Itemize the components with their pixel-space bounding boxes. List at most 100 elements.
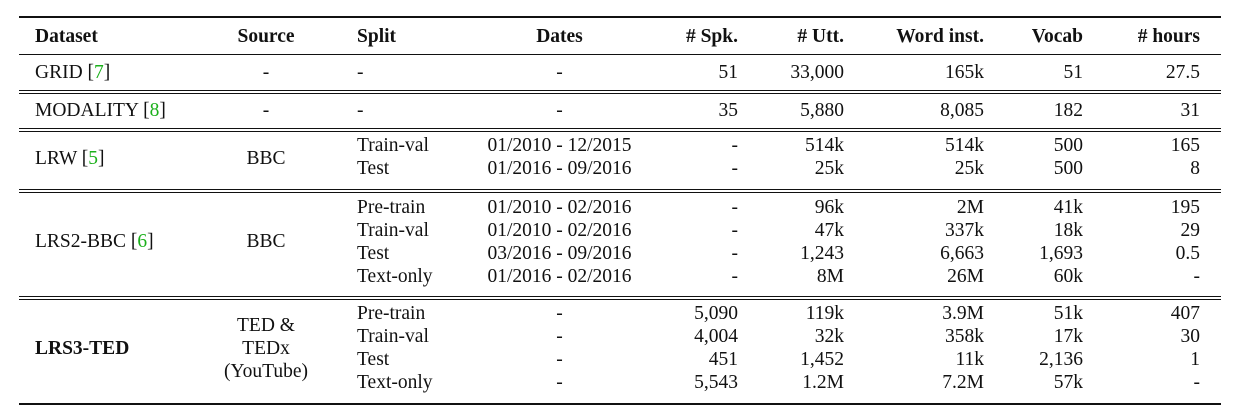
- hours-cell: 8: [1190, 158, 1200, 179]
- header-dataset: Dataset: [35, 26, 98, 47]
- spk-cell: 5,090: [694, 303, 738, 324]
- spk-cell: -: [731, 158, 739, 179]
- source-line: TED &: [237, 315, 295, 336]
- word-inst-cell: 358k: [945, 326, 984, 347]
- citation-link[interactable]: 7: [94, 62, 104, 83]
- dates-cell: -: [556, 349, 563, 370]
- word-inst-cell: 8,085: [940, 100, 984, 121]
- word-inst-cell: 6,663: [940, 243, 984, 264]
- dates-cell: 01/2010 - 12/2015: [487, 135, 632, 156]
- hours-cell: 31: [1180, 100, 1201, 121]
- vocab-cell: 2,136: [1039, 349, 1083, 370]
- header-source: Source: [237, 26, 295, 47]
- vocab-cell: 17k: [1053, 326, 1083, 347]
- spk-cell: 5,543: [694, 372, 738, 393]
- utt-cell: 1,452: [800, 349, 844, 370]
- table-row-modality: MODALITY [8] - - - 35 5,880 8,085 182 31: [19, 90, 1221, 128]
- utt-cell: 1.2M: [802, 372, 844, 393]
- utt-cell: 32k: [814, 326, 844, 347]
- utt-cell: 5,880: [800, 100, 844, 121]
- hours-cell: -: [1193, 372, 1201, 393]
- spk-cell: 35: [718, 100, 739, 121]
- hours-cell: -: [1193, 266, 1201, 287]
- source-cell: TED & TEDx (YouTube): [209, 314, 323, 383]
- utt-cell: 8M: [816, 266, 844, 287]
- table-group-lrs3-ted: LRS3-TED TED & TEDx (YouTube) Pre-train …: [19, 296, 1221, 405]
- utt-cell: 514k: [805, 135, 844, 156]
- spk-cell: -: [731, 266, 739, 287]
- utt-cell: 1,243: [800, 243, 844, 264]
- hours-cell: 27.5: [1165, 62, 1200, 83]
- dataset-name: LRW [5]: [35, 148, 105, 169]
- utt-cell: 96k: [814, 197, 844, 218]
- header-dates: Dates: [536, 26, 583, 47]
- header-word-inst: Word inst.: [896, 26, 984, 47]
- hours-cell: 30: [1180, 326, 1201, 347]
- citation-link[interactable]: 8: [149, 100, 160, 121]
- word-inst-cell: 11k: [955, 349, 984, 370]
- hours-cell: 165: [1170, 135, 1200, 156]
- dates-cell: -: [556, 100, 563, 121]
- vocab-cell: 41k: [1053, 197, 1083, 218]
- split-cell: Test: [357, 243, 390, 264]
- split-cell: Text-only: [357, 372, 433, 393]
- vocab-cell: 18k: [1053, 220, 1083, 241]
- split-cell: Pre-train: [357, 197, 426, 218]
- dataset-name: LRS2-BBC [6]: [35, 231, 154, 252]
- hours-cell: 407: [1170, 303, 1200, 324]
- vocab-cell: 500: [1053, 135, 1083, 156]
- citation-link[interactable]: 6: [137, 231, 148, 252]
- word-inst-cell: 26M: [947, 266, 984, 287]
- citation-link[interactable]: 5: [88, 148, 99, 169]
- dates-cell: 01/2010 - 02/2016: [487, 197, 632, 218]
- vocab-cell: 500: [1053, 158, 1083, 179]
- header-spk: # Spk.: [685, 26, 738, 47]
- hours-cell: 1: [1190, 349, 1200, 370]
- split-cell: -: [357, 62, 364, 83]
- dates-cell: 03/2016 - 09/2016: [487, 243, 632, 264]
- spk-cell: -: [731, 220, 739, 241]
- split-cell: Test: [357, 158, 390, 179]
- utt-cell: 119k: [805, 303, 844, 324]
- dataset-name: GRID [7]: [35, 62, 111, 83]
- dates-cell: 01/2016 - 09/2016: [487, 158, 632, 179]
- vocab-cell: 57k: [1053, 372, 1083, 393]
- spk-cell: -: [731, 197, 739, 218]
- dates-cell: 01/2010 - 02/2016: [487, 220, 632, 241]
- header-utt: # Utt.: [797, 26, 844, 47]
- header-hours: # hours: [1137, 26, 1200, 47]
- source-cell: -: [262, 62, 270, 83]
- vocab-cell: 182: [1053, 100, 1083, 121]
- hours-cell: 195: [1170, 197, 1200, 218]
- header-split: Split: [357, 26, 397, 47]
- utt-cell: 25k: [814, 158, 844, 179]
- word-inst-cell: 2M: [956, 197, 984, 218]
- vocab-cell: 60k: [1053, 266, 1083, 287]
- split-cell: -: [357, 100, 364, 121]
- source-cell: BBC: [246, 231, 286, 252]
- spk-cell: -: [731, 243, 739, 264]
- vocab-cell: 51: [1063, 62, 1084, 83]
- word-inst-cell: 165k: [945, 62, 984, 83]
- word-inst-cell: 3.9M: [942, 303, 984, 324]
- spk-cell: -: [731, 135, 739, 156]
- dataset-name: MODALITY [8]: [35, 100, 166, 121]
- split-cell: Test: [357, 349, 390, 370]
- hours-cell: 0.5: [1175, 243, 1200, 264]
- dates-cell: -: [556, 62, 563, 83]
- spk-cell: 451: [708, 349, 738, 370]
- spk-cell: 51: [718, 62, 739, 83]
- source-cell: BBC: [246, 148, 286, 169]
- dates-cell: -: [556, 303, 563, 324]
- split-cell: Train-val: [357, 135, 429, 156]
- dates-cell: -: [556, 326, 563, 347]
- source-line: (YouTube): [224, 361, 308, 382]
- header-vocab: Vocab: [1031, 26, 1083, 47]
- split-cell: Train-val: [357, 220, 429, 241]
- table-row-grid: GRID [7] - - - 51 33,000 165k 51 27.5: [19, 54, 1221, 90]
- header-row: Dataset Source Split Dates # Spk. # Utt.…: [19, 16, 1221, 54]
- hours-cell: 29: [1180, 220, 1201, 241]
- split-cell: Train-val: [357, 326, 429, 347]
- vocab-cell: 1,693: [1039, 243, 1083, 264]
- utt-cell: 47k: [814, 220, 844, 241]
